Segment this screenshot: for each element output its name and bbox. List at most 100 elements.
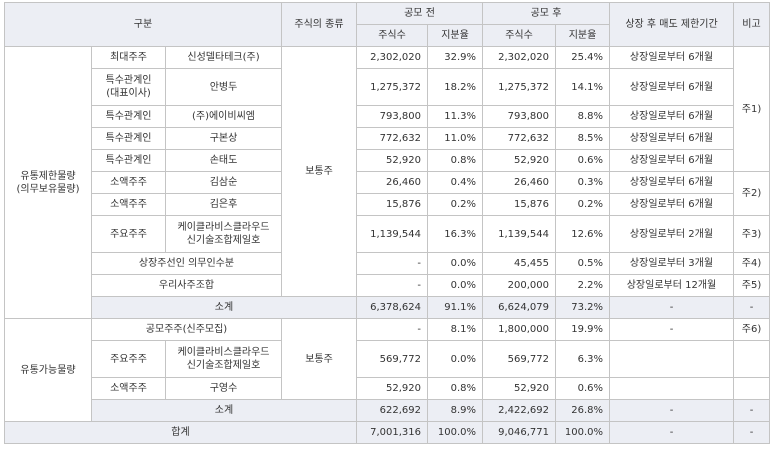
lockup-period: 상장일로부터 6개월 bbox=[609, 171, 734, 194]
shares-after: 2,302,020 bbox=[482, 46, 556, 69]
shares-before: 1,139,544 bbox=[356, 215, 428, 253]
shares-before: 793,800 bbox=[356, 105, 428, 128]
shares-before: 52,920 bbox=[356, 377, 428, 400]
lockup-period: 상장일로부터 6개월 bbox=[609, 193, 734, 216]
ratio-after: 25.4% bbox=[555, 46, 610, 69]
table-row: 특수관계인 (대표이사) 안병두 1,275,372 18.2% 1,275,3… bbox=[5, 68, 770, 106]
shareholder-name: 김삼순 bbox=[165, 171, 282, 194]
total-label: 합계 bbox=[4, 421, 357, 444]
ratio-after: 19.9% bbox=[555, 318, 610, 341]
note-cell: 주2) bbox=[733, 171, 770, 216]
shareholder-name: 신성델타테크(주) bbox=[165, 46, 282, 69]
total-row: 합계 7,001,316 100.0% 9,046,771 100.0% - - bbox=[4, 421, 770, 444]
header-stock-type: 주식의 종류 bbox=[281, 2, 357, 47]
ratio-before: 0.0% bbox=[427, 340, 483, 378]
shares-after: 200,000 bbox=[482, 274, 556, 297]
lockup-period bbox=[609, 340, 734, 378]
note-cell: 주3) bbox=[733, 215, 770, 253]
shareholder-role: 특수관계인 (대표이사) bbox=[91, 68, 166, 106]
table-row: 소액주주 김은후 15,876 0.2% 15,876 0.2% 상장일로부터 … bbox=[5, 193, 770, 216]
shares-before: 15,876 bbox=[356, 193, 428, 216]
ratio-after: 0.6% bbox=[555, 149, 610, 172]
ratio-after: 0.2% bbox=[555, 193, 610, 216]
shares-before: - bbox=[356, 318, 428, 341]
lockup-period: 상장일로부터 2개월 bbox=[609, 215, 734, 253]
shareholder-name: 손태도 bbox=[165, 149, 282, 172]
ratio-after: 0.3% bbox=[555, 171, 610, 194]
shareholder-name: (주)에이비씨엠 bbox=[165, 105, 282, 128]
lockup-period: 상장일로부터 6개월 bbox=[609, 127, 734, 150]
shares-after: 793,800 bbox=[482, 105, 556, 128]
shares-before: - bbox=[356, 252, 428, 275]
ratio-before: 100.0% bbox=[427, 421, 483, 444]
shares-before: 26,460 bbox=[356, 171, 428, 194]
ratio-after: 26.8% bbox=[555, 399, 610, 422]
ratio-after: 2.2% bbox=[555, 274, 610, 297]
ratio-after: 0.5% bbox=[555, 252, 610, 275]
lockup-period: - bbox=[609, 296, 734, 319]
note-cell: 주4) bbox=[733, 252, 770, 275]
shareholder-role: 특수관계인 bbox=[91, 127, 166, 150]
lockup-period: 상장일로부터 6개월 bbox=[609, 68, 734, 106]
subtotal-label: 소계 bbox=[91, 399, 357, 422]
ratio-before: 8.9% bbox=[427, 399, 483, 422]
esop-label: 우리사주조합 bbox=[91, 274, 282, 297]
header-after-ipo: 공모 후 bbox=[482, 2, 610, 25]
ratio-before: 0.0% bbox=[427, 274, 483, 297]
shareholder-name: 안병두 bbox=[165, 68, 282, 106]
shares-before: 7,001,316 bbox=[356, 421, 428, 444]
shares-after: 9,046,771 bbox=[482, 421, 556, 444]
table-row: 우리사주조합 - 0.0% 200,000 2.2% 상장일로부터 12개월 주… bbox=[5, 274, 770, 297]
shareholder-name: 구본상 bbox=[165, 127, 282, 150]
lockup-period: - bbox=[609, 318, 734, 341]
table-row: 유통가능물량 공모주주(신주모집) 보통주 - 8.1% 1,800,000 1… bbox=[4, 318, 770, 422]
shares-after: 1,139,544 bbox=[482, 215, 556, 253]
ratio-before: 32.9% bbox=[427, 46, 483, 69]
shares-after: 6,624,079 bbox=[482, 296, 556, 319]
shares-after: 45,455 bbox=[482, 252, 556, 275]
shares-before: - bbox=[356, 274, 428, 297]
shareholder-name: 케이클라비스클라우드 신기술조합제일호 bbox=[165, 340, 282, 378]
ratio-before: 16.3% bbox=[427, 215, 483, 253]
table-row: 특수관계인 (주)에이비씨엠 793,800 11.3% 793,800 8.8… bbox=[5, 105, 770, 128]
shareholder-name: 케이클라비스클라우드 신기술조합제일호 bbox=[165, 215, 282, 253]
ratio-before: 11.0% bbox=[427, 127, 483, 150]
shareholder-role: 소액주주 bbox=[91, 171, 166, 194]
ratio-after: 8.5% bbox=[555, 127, 610, 150]
shares-before: 2,302,020 bbox=[356, 46, 428, 69]
header-ratio-after: 지분율 bbox=[555, 24, 610, 47]
ratio-after: 14.1% bbox=[555, 68, 610, 106]
table-row: 소액주주 구영수 52,920 0.8% 52,920 0.6% bbox=[5, 377, 770, 400]
ratio-before: 0.0% bbox=[427, 252, 483, 275]
ratio-before: 8.1% bbox=[427, 318, 483, 341]
note-cell bbox=[733, 340, 770, 378]
shareholder-role: 최대주주 bbox=[91, 46, 166, 69]
shares-after: 772,632 bbox=[482, 127, 556, 150]
lockup-period: - bbox=[609, 421, 734, 444]
lockup-period bbox=[609, 377, 734, 400]
lockup-period: 상장일로부터 6개월 bbox=[609, 46, 734, 69]
header-before-ipo: 공모 전 bbox=[356, 2, 483, 25]
shares-before: 622,692 bbox=[356, 399, 428, 422]
tradable-section-label: 유통가능물량 bbox=[4, 318, 92, 422]
table-row: 주요주주 케이클라비스클라우드 신기술조합제일호 569,772 0.0% 56… bbox=[5, 340, 770, 378]
note-cell: - bbox=[733, 399, 770, 422]
ratio-after: 73.2% bbox=[555, 296, 610, 319]
underwriter-label: 상장주선인 의무인수분 bbox=[91, 252, 282, 275]
ratio-after: 6.3% bbox=[555, 340, 610, 378]
header-category: 구분 bbox=[4, 2, 282, 47]
shareholder-role: 소액주주 bbox=[91, 193, 166, 216]
shareholder-name: 구영수 bbox=[165, 377, 282, 400]
shares-before: 1,275,372 bbox=[356, 68, 428, 106]
shares-before: 6,378,624 bbox=[356, 296, 428, 319]
header-ratio-before: 지분율 bbox=[427, 24, 483, 47]
table-row: 소액주주 김삼순 26,460 0.4% 26,460 0.3% 상장일로부터 … bbox=[5, 171, 770, 216]
shares-before: 569,772 bbox=[356, 340, 428, 378]
shares-after: 2,422,692 bbox=[482, 399, 556, 422]
restricted-section-label: 유통제한물량 (의무보유물량) bbox=[4, 46, 92, 319]
shares-before: 52,920 bbox=[356, 149, 428, 172]
shareholding-lockup-table: 구분 주식의 종류 공모 전 공모 후 상장 후 매도 제한기간 비고 주식수 … bbox=[4, 2, 770, 444]
lockup-period: 상장일로부터 6개월 bbox=[609, 105, 734, 128]
shares-after: 1,800,000 bbox=[482, 318, 556, 341]
ratio-before: 91.1% bbox=[427, 296, 483, 319]
